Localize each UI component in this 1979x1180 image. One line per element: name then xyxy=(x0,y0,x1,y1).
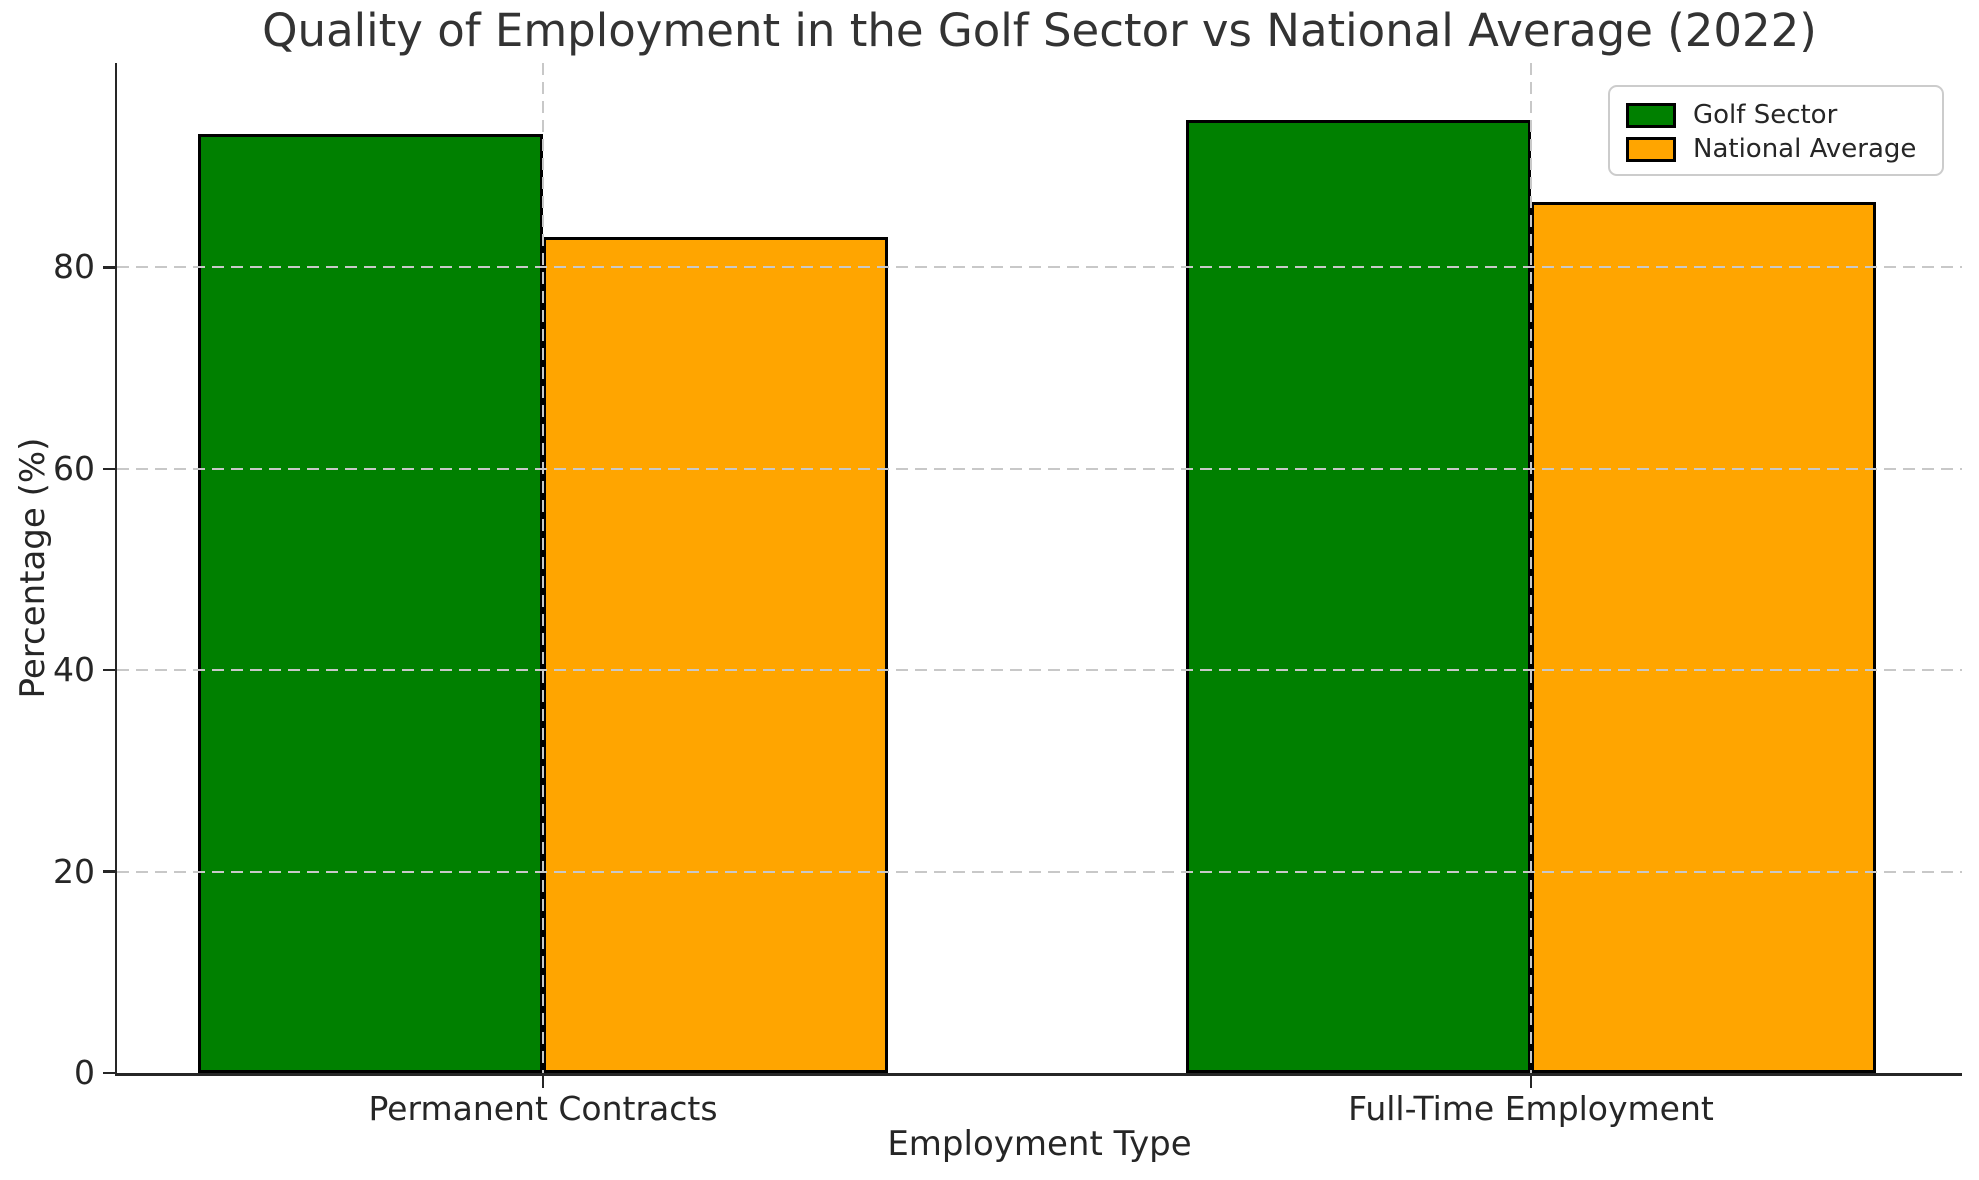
legend: Golf Sector National Average xyxy=(1608,85,1944,176)
x-tick-label-permanent-contracts: Permanent Contracts xyxy=(368,1089,718,1128)
y-gridline-80 xyxy=(117,266,1962,269)
x-axis-line xyxy=(114,1073,1962,1076)
legend-label-national-average: National Average xyxy=(1693,134,1917,164)
chart-title: Quality of Employment in the Golf Sector… xyxy=(262,4,1817,57)
y-tick-mark-0 xyxy=(102,1071,115,1075)
y-tick-label-20: 20 xyxy=(53,851,95,891)
y-gridline-20 xyxy=(117,870,1962,873)
y-gridline-40 xyxy=(117,669,1962,672)
bar-golf-sector-permanent-contracts xyxy=(198,133,543,1073)
bar-national-average-permanent-contracts xyxy=(543,237,888,1073)
x-tick-mark-full-time-employment xyxy=(1529,1075,1533,1088)
y-tick-label-60: 60 xyxy=(53,448,95,488)
legend-row-golf-sector: Golf Sector xyxy=(1626,98,1942,132)
y-axis-line xyxy=(114,63,117,1076)
legend-swatch-golf-sector xyxy=(1626,102,1676,128)
x-tick-label-full-time-employment: Full-Time Employment xyxy=(1348,1089,1714,1128)
y-tick-label-0: 0 xyxy=(74,1053,95,1092)
legend-swatch-national-average xyxy=(1626,136,1676,162)
bar-golf-sector-full-time-employment xyxy=(1186,120,1531,1073)
y-tick-mark-60 xyxy=(102,467,115,471)
y-tick-mark-80 xyxy=(102,266,115,269)
x-tick-mark-permanent-contracts xyxy=(541,1075,545,1088)
y-tick-label-40: 40 xyxy=(53,650,95,690)
bar-national-average-full-time-employment xyxy=(1531,201,1876,1073)
y-tick-mark-40 xyxy=(102,668,115,672)
x-gridline-full-time-employment xyxy=(1530,63,1532,1073)
legend-label-golf-sector: Golf Sector xyxy=(1693,100,1838,130)
x-axis-label: Employment Type xyxy=(887,1124,1192,1164)
plot-area: 0 20 40 60 80 Permanent Contracts Full-Time Em… xyxy=(53,63,1962,1128)
legend-row-national-average: National Average xyxy=(1626,132,1942,166)
y-tick-mark-20 xyxy=(102,870,115,873)
x-gridline-permanent-contracts xyxy=(542,63,544,1073)
y-tick-label-80: 80 xyxy=(53,247,95,287)
y-gridline-60 xyxy=(117,467,1962,470)
